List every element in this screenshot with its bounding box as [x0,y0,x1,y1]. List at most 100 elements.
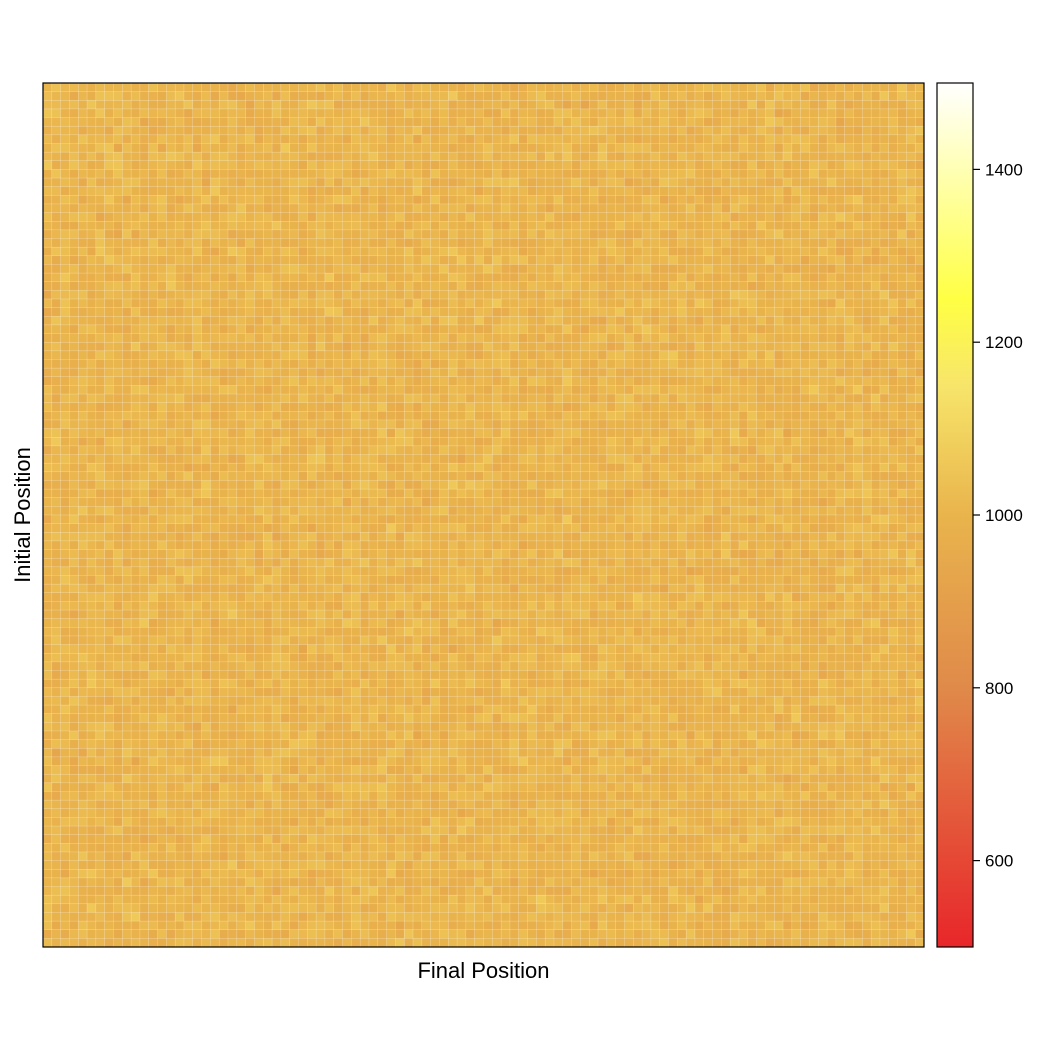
heatmap-cell [183,480,194,490]
heatmap-cell [747,488,758,499]
heatmap-cell [668,454,678,464]
heatmap-cell [289,272,299,283]
heatmap-cell [588,143,599,153]
heatmap-cell [333,151,343,162]
heatmap-cell [86,195,97,205]
heatmap-cell [747,462,758,473]
heatmap-cell [791,143,802,153]
heatmap-cell [483,246,493,257]
heatmap-cell [359,212,370,222]
heatmap-cell [174,108,185,118]
heatmap-cell [183,229,194,239]
heatmap-cell [95,91,106,101]
heatmap-cell [571,367,581,378]
heatmap-cell [738,246,749,257]
heatmap-cell [633,419,643,429]
heatmap-cell [879,143,890,153]
heatmap-cell [906,316,916,326]
heatmap-cell [588,117,599,127]
heatmap-cell [765,169,775,179]
heatmap-cell [157,333,167,343]
heatmap-cell [738,117,749,127]
heatmap-cell [853,324,863,334]
heatmap-cell [624,462,634,473]
heatmap-cell [139,316,150,326]
heatmap-cell [773,350,784,360]
heatmap-cell [844,151,854,162]
heatmap-cell [359,108,370,118]
heatmap-cell [571,341,581,352]
heatmap-cell [703,255,713,265]
heatmap-cell [800,212,810,222]
heatmap-cell [888,186,898,196]
heatmap-cell [712,229,722,239]
heatmap-cell [456,203,467,214]
heatmap-cell [315,367,326,378]
heatmap-cell [174,506,185,516]
heatmap-cell [104,385,114,395]
heatmap-cell [430,497,440,507]
heatmap-cell [201,195,211,205]
heatmap-cell [844,108,854,118]
heatmap-cell [897,307,907,317]
heatmap-cell [765,411,775,421]
heatmap-cell [835,255,846,265]
heatmap-cell [474,402,484,412]
heatmap-cell [201,341,211,352]
heatmap-cell [500,350,511,360]
heatmap-cell [862,462,872,473]
heatmap-cell [86,298,97,309]
heatmap-cell [271,506,282,516]
heatmap-cell [826,480,837,490]
heatmap-cell [139,471,150,481]
heatmap-cell [183,376,194,386]
heatmap-cell [218,324,229,334]
heatmap-cell [315,151,326,162]
heatmap-cell [782,290,793,300]
heatmap-cell [738,281,749,291]
heatmap-cell [289,125,299,136]
heatmap-cell [773,100,784,110]
heatmap-cell [509,246,520,257]
heatmap-cell [254,220,264,231]
heatmap-cell [536,255,546,265]
heatmap-cell [914,169,925,179]
heatmap-cell [77,298,88,309]
heatmap-cell [747,229,758,239]
heatmap-cell [747,341,758,352]
heatmap-cell [835,333,846,343]
heatmap-cell [166,238,176,248]
heatmap-cell [483,229,493,239]
heatmap-cell [906,454,916,464]
heatmap-cell [86,462,97,473]
heatmap-cell [69,454,79,464]
heatmap-cell [518,290,528,300]
heatmap-cell [236,411,247,421]
heatmap-cell [870,462,881,473]
heatmap-cell [624,480,634,490]
heatmap-cell [254,151,264,162]
heatmap-cell [342,445,352,455]
heatmap-cell [183,177,194,188]
heatmap-cell [791,264,802,274]
heatmap-cell [844,143,854,153]
heatmap-cell [721,428,731,438]
heatmap-cell [659,419,669,429]
heatmap-cell [765,402,775,412]
heatmap-cell [130,497,141,507]
heatmap-cell [906,281,916,291]
heatmap-cell [606,82,617,93]
heatmap-cell [888,350,898,360]
heatmap-cell [818,290,828,300]
heatmap-cell [773,298,784,309]
heatmap-cell [914,160,925,170]
heatmap-cell [914,151,925,162]
heatmap-cell [430,108,440,118]
heatmap-cell [906,497,916,507]
heatmap-cell [835,220,846,231]
heatmap-cell [588,160,599,170]
heatmap-cell [95,419,106,429]
heatmap-cell [571,203,581,214]
heatmap-cell [571,186,581,196]
heatmap-cell [809,151,819,162]
